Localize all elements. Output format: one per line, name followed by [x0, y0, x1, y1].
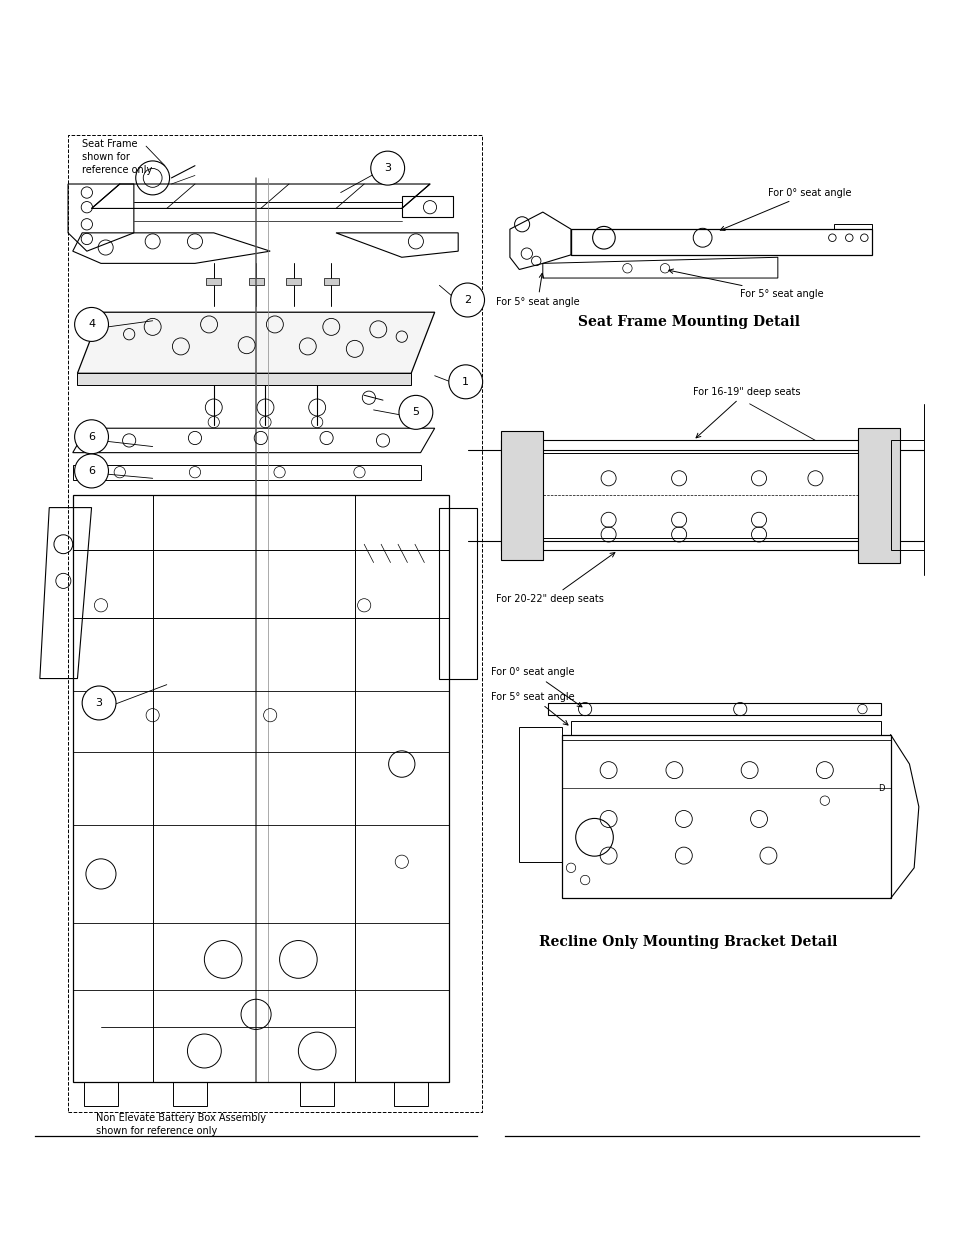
Text: For 5° seat angle: For 5° seat angle — [491, 692, 574, 725]
Polygon shape — [77, 373, 411, 385]
Text: For 16-19" deep seats: For 16-19" deep seats — [693, 387, 800, 438]
Circle shape — [74, 454, 109, 488]
Text: Seat Frame
shown for
reference only: Seat Frame shown for reference only — [82, 138, 152, 175]
Text: 2: 2 — [463, 295, 471, 305]
Text: For 5° seat angle: For 5° seat angle — [496, 273, 578, 308]
Polygon shape — [206, 278, 221, 285]
Text: 1: 1 — [462, 377, 469, 387]
Polygon shape — [857, 429, 899, 563]
Circle shape — [74, 420, 109, 453]
Text: 6: 6 — [88, 466, 95, 475]
Circle shape — [371, 151, 404, 185]
Text: 5: 5 — [412, 408, 419, 417]
Text: 3: 3 — [95, 698, 103, 708]
Text: Non Elevate Battery Box Assembly
shown for reference only: Non Elevate Battery Box Assembly shown f… — [96, 1113, 266, 1136]
Circle shape — [450, 283, 484, 317]
Text: Seat Frame Mounting Detail: Seat Frame Mounting Detail — [577, 315, 799, 329]
Text: For 0° seat angle: For 0° seat angle — [491, 667, 581, 706]
Text: D: D — [877, 784, 883, 793]
Text: Recline Only Mounting Bracket Detail: Recline Only Mounting Bracket Detail — [538, 935, 837, 948]
Circle shape — [82, 685, 116, 720]
Polygon shape — [77, 312, 435, 373]
Polygon shape — [500, 431, 542, 561]
Text: For 0° seat angle: For 0° seat angle — [720, 188, 851, 231]
Polygon shape — [323, 278, 338, 285]
Text: For 20-22" deep seats: For 20-22" deep seats — [496, 552, 615, 604]
Text: 3: 3 — [384, 163, 391, 173]
Text: For 5° seat angle: For 5° seat angle — [668, 269, 823, 299]
Polygon shape — [286, 278, 301, 285]
Text: 4: 4 — [88, 320, 95, 330]
Circle shape — [448, 364, 482, 399]
Polygon shape — [249, 278, 263, 285]
Circle shape — [74, 308, 109, 341]
Text: 6: 6 — [88, 432, 95, 442]
Circle shape — [398, 395, 433, 430]
